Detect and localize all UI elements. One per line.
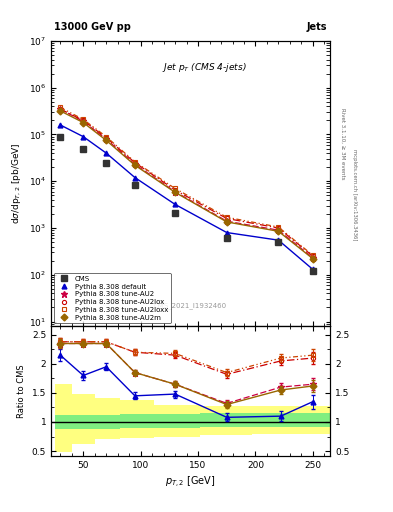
Line: Pythia 8.308 tune-AU2lox: Pythia 8.308 tune-AU2lox bbox=[58, 107, 315, 258]
CMS bbox=[132, 181, 137, 187]
Bar bbox=[154, 404, 200, 437]
Bar bbox=[95, 397, 120, 439]
CMS bbox=[81, 145, 86, 152]
Bar bbox=[120, 400, 154, 438]
Bar bbox=[154, 414, 200, 428]
Pythia 8.308 tune-AU2loxx bbox=[104, 134, 108, 140]
CMS bbox=[310, 268, 315, 274]
Pythia 8.308 tune-AU2lox bbox=[224, 216, 229, 222]
Line: Pythia 8.308 default: Pythia 8.308 default bbox=[58, 122, 315, 272]
Pythia 8.308 tune-AU2m bbox=[224, 219, 229, 225]
Pythia 8.308 tune-AU2 bbox=[104, 136, 108, 142]
Text: Rivet 3.1.10, ≥ 3M events: Rivet 3.1.10, ≥ 3M events bbox=[340, 108, 345, 179]
Bar bbox=[200, 406, 252, 435]
Pythia 8.308 tune-AU2loxx bbox=[224, 214, 229, 220]
CMS bbox=[173, 210, 178, 216]
Text: Jets: Jets bbox=[307, 23, 327, 32]
Pythia 8.308 tune-AU2lox bbox=[276, 225, 281, 231]
Bar bbox=[55, 384, 72, 452]
CMS bbox=[224, 236, 229, 242]
Bar bbox=[95, 415, 120, 429]
Pythia 8.308 tune-AU2lox bbox=[173, 187, 178, 193]
Pythia 8.308 default bbox=[104, 150, 108, 156]
Y-axis label: Ratio to CMS: Ratio to CMS bbox=[17, 364, 26, 418]
Pythia 8.308 default bbox=[224, 229, 229, 236]
Text: Jet $p_T$ (CMS 4-jets): Jet $p_T$ (CMS 4-jets) bbox=[162, 61, 247, 74]
Pythia 8.308 tune-AU2m bbox=[132, 162, 137, 168]
Pythia 8.308 tune-AU2 bbox=[58, 106, 62, 112]
Bar bbox=[120, 414, 154, 428]
Bar bbox=[200, 413, 252, 426]
Pythia 8.308 tune-AU2loxx bbox=[58, 104, 62, 111]
CMS bbox=[104, 160, 108, 166]
Pythia 8.308 tune-AU2loxx bbox=[310, 252, 315, 259]
Pythia 8.308 tune-AU2m bbox=[276, 228, 281, 234]
Y-axis label: d$\sigma$/dp$_{T,2}$ [pb/GeV]: d$\sigma$/dp$_{T,2}$ [pb/GeV] bbox=[11, 143, 24, 224]
Bar bbox=[298, 413, 330, 426]
Pythia 8.308 tune-AU2 bbox=[132, 161, 137, 167]
Pythia 8.308 tune-AU2lox bbox=[310, 253, 315, 259]
Pythia 8.308 default bbox=[81, 134, 86, 140]
Pythia 8.308 tune-AU2m bbox=[310, 255, 315, 262]
Pythia 8.308 tune-AU2lox bbox=[104, 135, 108, 141]
Pythia 8.308 tune-AU2m bbox=[104, 137, 108, 143]
Pythia 8.308 tune-AU2 bbox=[224, 218, 229, 224]
Pythia 8.308 tune-AU2m bbox=[58, 108, 62, 114]
Pythia 8.308 default bbox=[276, 237, 281, 243]
Line: Pythia 8.308 tune-AU2: Pythia 8.308 tune-AU2 bbox=[57, 105, 316, 261]
Pythia 8.308 tune-AU2 bbox=[81, 118, 86, 124]
Pythia 8.308 default bbox=[310, 266, 315, 272]
Pythia 8.308 tune-AU2loxx bbox=[132, 159, 137, 165]
Bar bbox=[55, 415, 72, 429]
Pythia 8.308 tune-AU2loxx bbox=[81, 116, 86, 122]
Bar bbox=[252, 406, 298, 434]
Text: 13000 GeV pp: 13000 GeV pp bbox=[54, 23, 131, 32]
Bar bbox=[252, 413, 298, 426]
Legend: CMS, Pythia 8.308 default, Pythia 8.308 tune-AU2, Pythia 8.308 tune-AU2lox, Pyth: CMS, Pythia 8.308 default, Pythia 8.308 … bbox=[54, 273, 171, 323]
Pythia 8.308 tune-AU2loxx bbox=[276, 224, 281, 230]
Text: mcplots.cern.ch [arXiv:1306.3436]: mcplots.cern.ch [arXiv:1306.3436] bbox=[352, 149, 357, 240]
CMS bbox=[58, 134, 62, 140]
Pythia 8.308 tune-AU2lox bbox=[81, 117, 86, 123]
Text: CMS_2021_I1932460: CMS_2021_I1932460 bbox=[154, 302, 227, 309]
Line: Pythia 8.308 tune-AU2m: Pythia 8.308 tune-AU2m bbox=[58, 109, 315, 261]
Bar bbox=[72, 394, 95, 444]
Pythia 8.308 tune-AU2m bbox=[173, 189, 178, 196]
Bar bbox=[72, 415, 95, 429]
Bar bbox=[298, 406, 330, 434]
Pythia 8.308 tune-AU2m bbox=[81, 119, 86, 125]
Pythia 8.308 tune-AU2lox bbox=[58, 106, 62, 112]
Pythia 8.308 default bbox=[173, 201, 178, 207]
Pythia 8.308 default bbox=[132, 175, 137, 181]
Pythia 8.308 default bbox=[58, 122, 62, 128]
CMS bbox=[276, 239, 281, 245]
Pythia 8.308 tune-AU2 bbox=[310, 255, 315, 261]
X-axis label: $p_{T,2}$ [GeV]: $p_{T,2}$ [GeV] bbox=[165, 475, 216, 490]
Line: CMS: CMS bbox=[57, 134, 316, 274]
Pythia 8.308 tune-AU2loxx bbox=[173, 185, 178, 191]
Line: Pythia 8.308 tune-AU2loxx: Pythia 8.308 tune-AU2loxx bbox=[58, 105, 315, 258]
Pythia 8.308 tune-AU2 bbox=[173, 188, 178, 195]
Pythia 8.308 tune-AU2lox bbox=[132, 160, 137, 166]
Pythia 8.308 tune-AU2 bbox=[276, 227, 281, 233]
